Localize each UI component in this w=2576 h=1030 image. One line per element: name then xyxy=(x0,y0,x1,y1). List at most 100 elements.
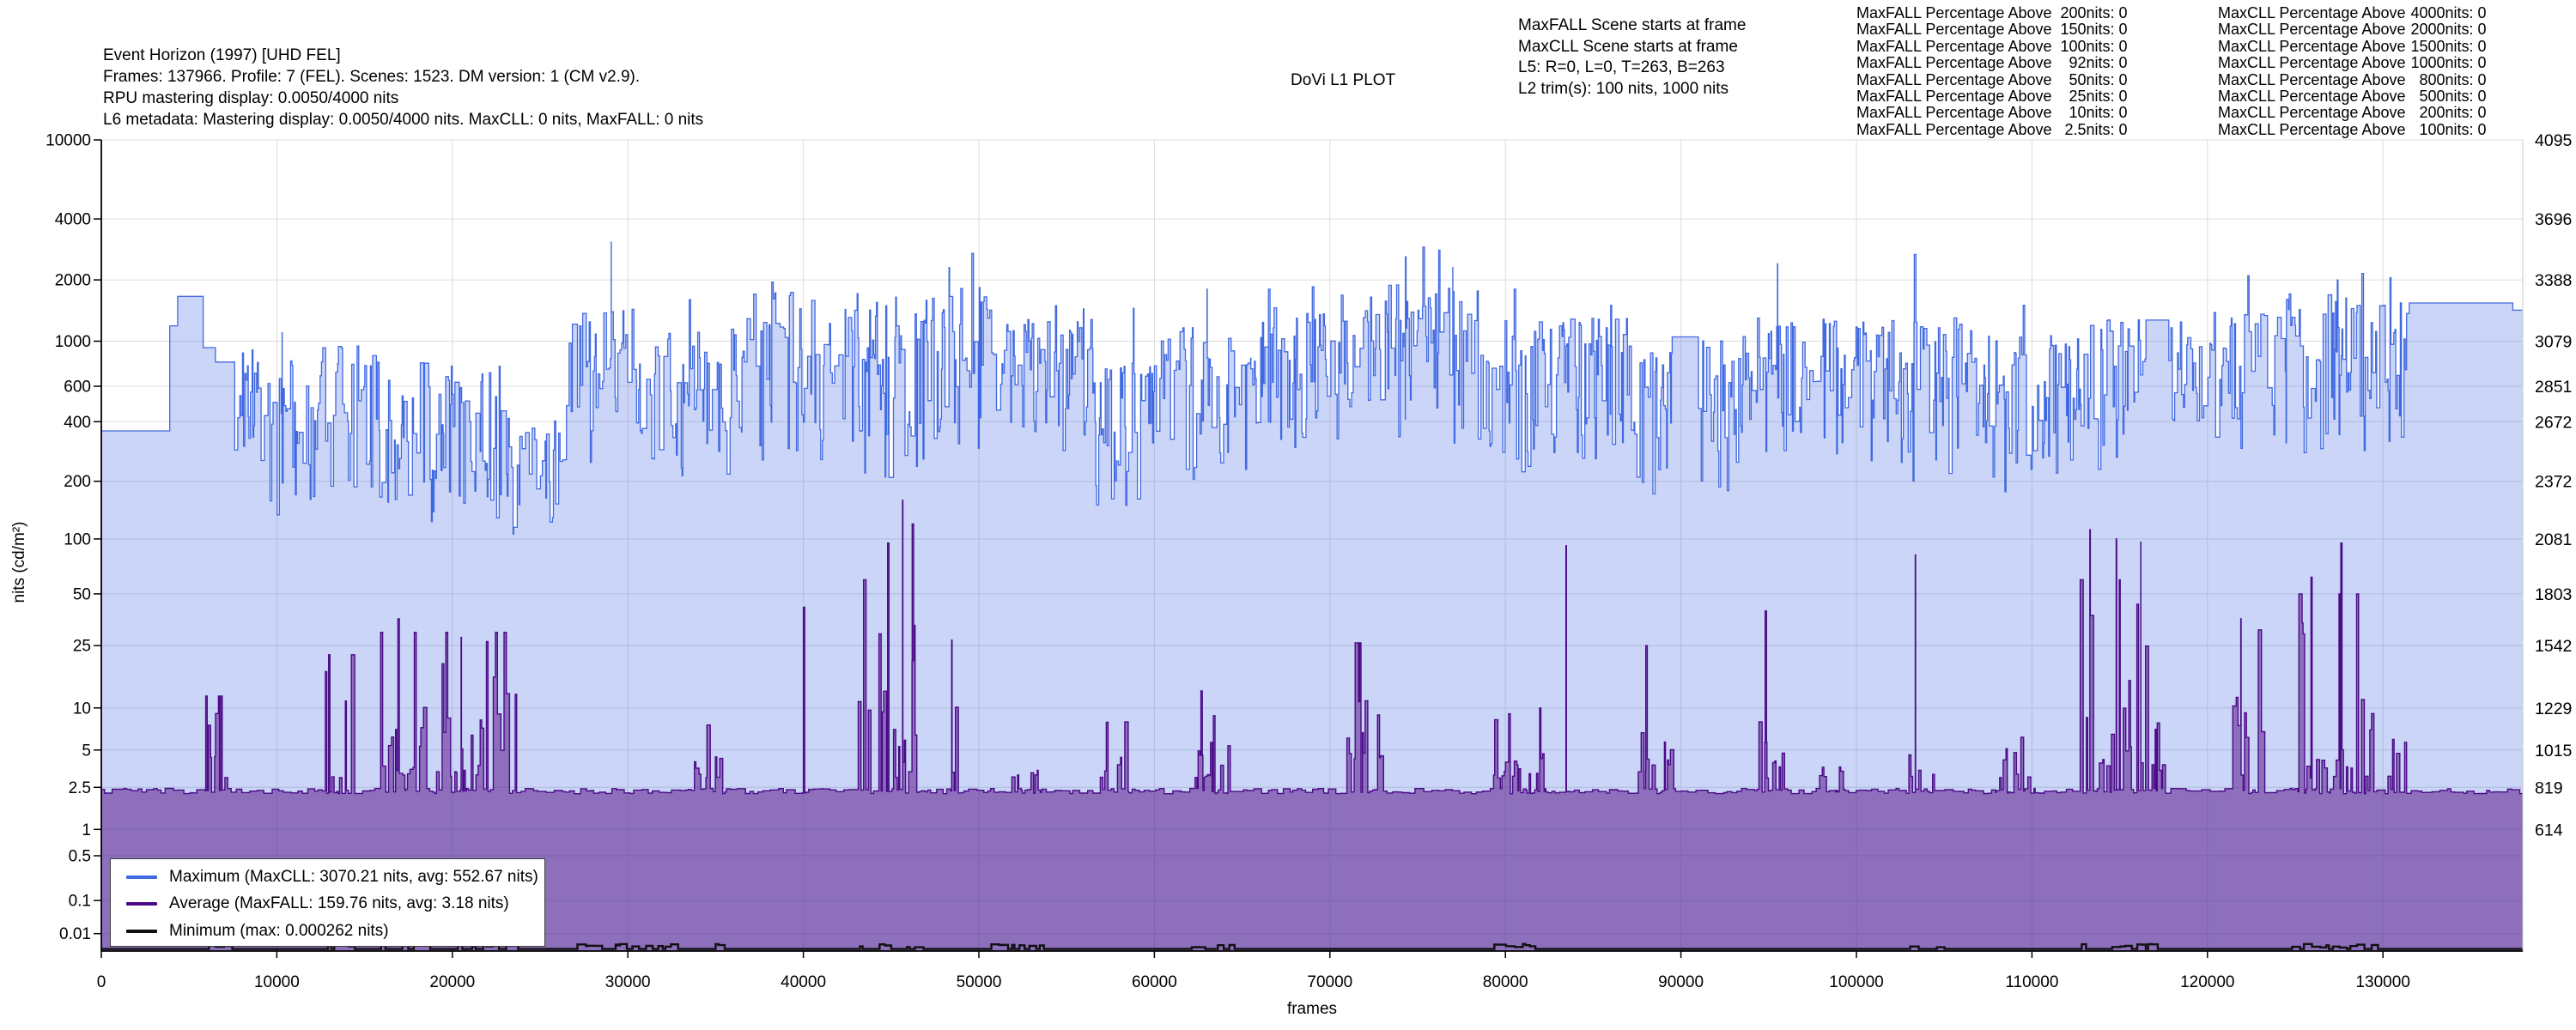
pct-row-prefix: MaxFALL Percentage Above xyxy=(1856,54,2052,72)
pct-row-threshold: 150 xyxy=(2060,21,2087,39)
pct-row-threshold: 800 xyxy=(2419,70,2445,88)
x-tick-label: 40000 xyxy=(781,973,826,991)
pct-row-value: nits: 0 xyxy=(2445,120,2487,138)
pq-code-tick-label: 819 xyxy=(2535,779,2563,797)
pq-code-tick-label: 614 xyxy=(2535,821,2563,839)
maxfall-percentage-row: MaxFALL Percentage Above 200 nits: 0 xyxy=(1856,4,2128,21)
pq-code-tick-label: 3388 xyxy=(2535,271,2572,290)
pct-row-prefix: MaxCLL Percentage Above xyxy=(2218,21,2406,39)
y-tick-label: 5 xyxy=(82,742,91,760)
x-tick-label: 30000 xyxy=(605,973,651,991)
l6-metadata-line: L6 metadata: Mastering display: 0.0050/4… xyxy=(103,111,704,129)
file-info-block: Event Horizon (1997) [UHD FEL] Frames: 1… xyxy=(103,45,703,130)
legend-row-minimum: Minimum (max: 0.000262 nits) xyxy=(126,918,544,945)
x-tick-label: 60000 xyxy=(1132,973,1177,991)
pct-row-threshold: 2000 xyxy=(2410,21,2445,39)
maxfall-scene-start-line: MaxFALL Scene starts at frame xyxy=(1518,16,1747,34)
y-tick-label: 2.5 xyxy=(69,779,91,797)
legend-row-average: Average (MaxFALL: 159.76 nits, avg: 3.18… xyxy=(126,891,544,918)
pct-row-value: nits: 0 xyxy=(2445,4,2487,21)
legend-row-maximum: Maximum (MaxCLL: 3070.21 nits, avg: 552.… xyxy=(126,863,544,891)
average-area xyxy=(101,500,2523,951)
x-tick-label: 80000 xyxy=(1483,973,1528,991)
minimum-line-swatch xyxy=(126,929,157,933)
maxcll-percentage-column: MaxCLL Percentage Above 4000 nits: 0 MaxCLL… xyxy=(2218,4,2487,138)
y-tick-label: 25 xyxy=(73,638,91,656)
pq-code-tick-label: 2372 xyxy=(2535,473,2572,492)
pct-row-prefix: MaxCLL Percentage Above xyxy=(2218,54,2406,72)
maxcll-percentage-row: MaxCLL Percentage Above 4000 nits: 0 xyxy=(2218,4,2487,21)
pct-row-prefix: MaxCLL Percentage Above xyxy=(2218,37,2406,55)
y-tick-label: 1 xyxy=(82,821,91,839)
pct-row-value: nits: 0 xyxy=(2445,37,2487,55)
x-tick-label: 90000 xyxy=(1658,973,1704,991)
pct-row-value: nits: 0 xyxy=(2445,104,2487,122)
pct-row-prefix: MaxCLL Percentage Above xyxy=(2218,70,2406,88)
scene-info-block: MaxFALL Scene starts at frame MaxCLL Sce… xyxy=(1518,15,1746,100)
maxcll-percentage-row: MaxCLL Percentage Above 200 nits: 0 xyxy=(2218,104,2487,122)
pct-row-threshold: 2.5 xyxy=(2064,120,2087,138)
pct-row-value: nits: 0 xyxy=(2086,21,2128,39)
y-tick-label: 1000 xyxy=(55,333,91,351)
pct-row-prefix: MaxFALL Percentage Above xyxy=(1856,70,2052,88)
legend-label-minimum: Minimum (max: 0.000262 nits) xyxy=(169,921,389,940)
pq-code-tick-label: 2672 xyxy=(2535,413,2572,432)
y-tick-label: 0.1 xyxy=(69,893,91,911)
x-tick-label: 100000 xyxy=(1829,973,1883,991)
maxcll-percentage-row: MaxCLL Percentage Above 1500 nits: 0 xyxy=(2218,37,2487,55)
pct-row-value: nits: 0 xyxy=(2086,4,2128,21)
x-tick-label: 110000 xyxy=(2005,973,2058,991)
pct-row-value: nits: 0 xyxy=(2445,70,2487,88)
pct-row-prefix: MaxFALL Percentage Above xyxy=(1856,37,2052,55)
maxfall-percentage-row: MaxFALL Percentage Above 150 nits: 0 xyxy=(1856,21,2128,38)
pq-code-tick-label: 3079 xyxy=(2535,333,2572,352)
pq-code-tick-label: 2081 xyxy=(2535,530,2572,549)
pct-row-threshold: 1000 xyxy=(2410,54,2445,72)
pct-row-threshold: 50 xyxy=(2069,70,2087,88)
x-tick-label: 70000 xyxy=(1307,973,1352,991)
pct-row-threshold: 4000 xyxy=(2410,4,2445,21)
pct-row-prefix: MaxFALL Percentage Above xyxy=(1856,120,2052,138)
y-tick-label: 400 xyxy=(64,414,91,432)
pct-row-value: nits: 0 xyxy=(2086,88,2128,106)
pq-code-tick-label: 1229 xyxy=(2535,700,2572,718)
pct-row-value: nits: 0 xyxy=(2445,88,2487,106)
x-tick-label: 50000 xyxy=(957,973,1002,991)
maxfall-percentage-row: MaxFALL Percentage Above 10 nits: 0 xyxy=(1856,104,2128,122)
pct-row-threshold: 200 xyxy=(2060,4,2087,21)
pct-row-prefix: MaxFALL Percentage Above xyxy=(1856,88,2052,106)
pct-row-value: nits: 0 xyxy=(2086,120,2128,138)
x-tick-label: 20000 xyxy=(429,973,475,991)
maxfall-percentage-row: MaxFALL Percentage Above 92 nits: 0 xyxy=(1856,54,2128,72)
average-line xyxy=(101,500,2523,795)
pct-row-value: nits: 0 xyxy=(2445,21,2487,39)
y-tick-label: 600 xyxy=(64,379,91,397)
legend-label-maximum: Maximum (MaxCLL: 3070.21 nits, avg: 552.… xyxy=(169,867,538,886)
pct-row-threshold: 10 xyxy=(2069,104,2087,122)
y-axis-title: nits (cd/m²) xyxy=(10,522,28,603)
maxfall-percentage-row: MaxFALL Percentage Above 2.5 nits: 0 xyxy=(1856,120,2128,138)
pct-row-value: nits: 0 xyxy=(2445,54,2487,72)
maxfall-percentage-row: MaxFALL Percentage Above 50 nits: 0 xyxy=(1856,70,2128,88)
pct-row-threshold: 1500 xyxy=(2410,37,2445,55)
x-tick-label: 10000 xyxy=(254,973,300,991)
y-tick-label: 10000 xyxy=(46,132,91,150)
x-tick-label: 120000 xyxy=(2180,973,2234,991)
pct-row-threshold: 200 xyxy=(2419,104,2445,122)
l2-trims-line: L2 trim(s): 100 nits, 1000 nits xyxy=(1518,79,1728,98)
maxfall-percentage-row: MaxFALL Percentage Above 100 nits: 0 xyxy=(1856,37,2128,55)
maxcll-percentage-row: MaxCLL Percentage Above 1000 nits: 0 xyxy=(2218,54,2487,72)
average-line-swatch xyxy=(126,902,157,906)
pq-code-tick-label: 1542 xyxy=(2535,637,2572,656)
maxcll-scene-start-line: MaxCLL Scene starts at frame xyxy=(1518,37,1738,56)
x-tick-label: 0 xyxy=(97,973,106,991)
l5-offsets-line: L5: R=0, L=0, T=263, B=263 xyxy=(1518,58,1725,77)
y-tick-label: 4000 xyxy=(55,211,91,229)
y-tick-label: 2000 xyxy=(55,272,91,290)
maximum-line-swatch xyxy=(126,875,157,879)
pct-row-prefix: MaxFALL Percentage Above xyxy=(1856,21,2052,39)
pct-row-value: nits: 0 xyxy=(2086,104,2128,122)
maxcll-percentage-row: MaxCLL Percentage Above 100 nits: 0 xyxy=(2218,120,2487,138)
